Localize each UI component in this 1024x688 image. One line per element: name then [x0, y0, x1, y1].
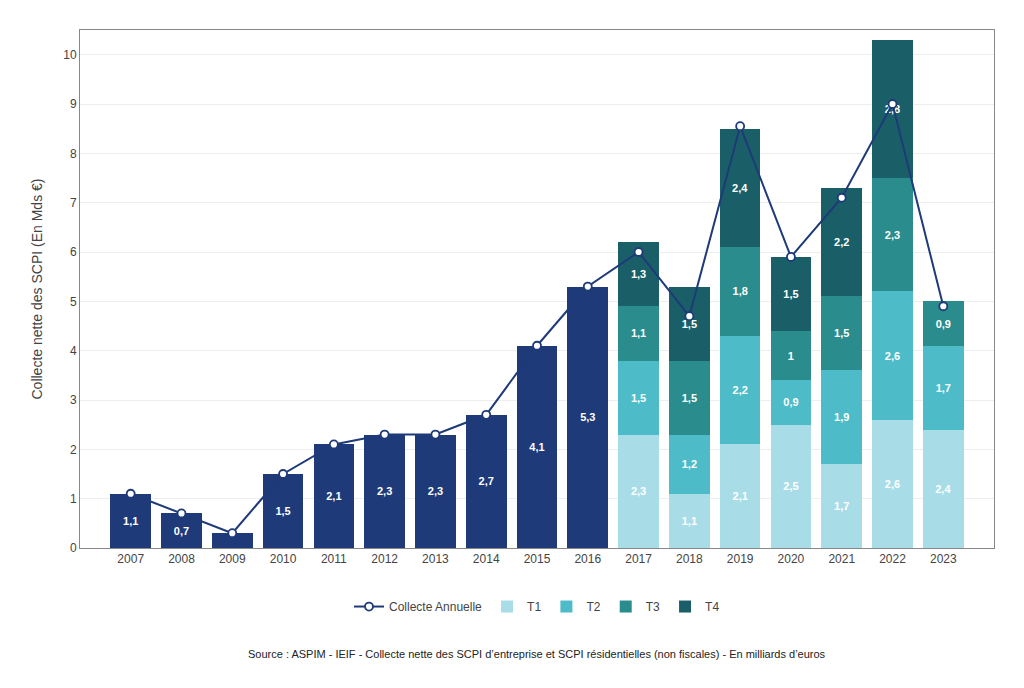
svg-text:1,3: 1,3	[631, 268, 646, 280]
svg-text:2013: 2013	[422, 552, 449, 566]
svg-text:0,9: 0,9	[783, 396, 798, 408]
svg-text:6: 6	[70, 245, 77, 259]
svg-text:4,1: 4,1	[529, 441, 544, 453]
svg-text:1: 1	[70, 492, 77, 506]
svg-text:2014: 2014	[473, 552, 500, 566]
svg-text:T1: T1	[527, 600, 541, 614]
svg-text:4: 4	[70, 344, 77, 358]
svg-text:1,2: 1,2	[682, 458, 697, 470]
svg-text:2012: 2012	[371, 552, 398, 566]
svg-text:2018: 2018	[676, 552, 703, 566]
svg-text:1: 1	[788, 350, 794, 362]
svg-text:2,1: 2,1	[733, 490, 748, 502]
svg-text:2020: 2020	[778, 552, 805, 566]
svg-text:2,5: 2,5	[783, 480, 798, 492]
svg-text:2,3: 2,3	[631, 485, 646, 497]
svg-text:9: 9	[70, 97, 77, 111]
svg-text:10: 10	[63, 48, 77, 62]
svg-text:2008: 2008	[168, 552, 195, 566]
svg-text:5: 5	[70, 295, 77, 309]
svg-text:Source : ASPIM - IEIF - Collec: Source : ASPIM - IEIF - Collecte nette d…	[248, 648, 826, 660]
svg-text:2009: 2009	[219, 552, 246, 566]
svg-text:2021: 2021	[828, 552, 855, 566]
svg-text:1,5: 1,5	[682, 318, 697, 330]
svg-text:1,8: 1,8	[733, 285, 748, 297]
svg-text:T2: T2	[586, 600, 600, 614]
svg-text:3: 3	[70, 393, 77, 407]
svg-text:1,5: 1,5	[834, 327, 849, 339]
svg-text:2011: 2011	[321, 552, 347, 566]
svg-text:2,2: 2,2	[834, 236, 849, 248]
svg-text:2,7: 2,7	[479, 475, 494, 487]
svg-text:1,5: 1,5	[631, 392, 646, 404]
svg-text:2,3: 2,3	[377, 485, 392, 497]
svg-text:2023: 2023	[930, 552, 957, 566]
svg-text:8: 8	[70, 147, 77, 161]
svg-text:2,3: 2,3	[428, 485, 443, 497]
svg-text:2,6: 2,6	[885, 350, 900, 362]
svg-text:7: 7	[70, 196, 77, 210]
svg-text:2,1: 2,1	[326, 490, 341, 502]
svg-text:Collecte Annuelle: Collecte Annuelle	[389, 600, 482, 614]
svg-text:2022: 2022	[879, 552, 906, 566]
svg-text:2017: 2017	[625, 552, 652, 566]
svg-text:5,3: 5,3	[580, 411, 595, 423]
svg-text:2015: 2015	[524, 552, 551, 566]
svg-text:1,9: 1,9	[834, 411, 849, 423]
svg-text:Collecte nette des SCPI (En Md: Collecte nette des SCPI (En Mds €)	[29, 179, 45, 400]
svg-text:0,7: 0,7	[174, 525, 189, 537]
svg-text:1,1: 1,1	[123, 515, 138, 527]
svg-text:2007: 2007	[117, 552, 144, 566]
svg-text:0: 0	[70, 541, 77, 555]
svg-text:1,7: 1,7	[834, 500, 849, 512]
svg-text:1,1: 1,1	[631, 327, 646, 339]
svg-text:2,4: 2,4	[935, 483, 951, 495]
svg-text:2,2: 2,2	[733, 384, 748, 396]
svg-text:1,5: 1,5	[783, 288, 798, 300]
svg-text:T4: T4	[705, 600, 719, 614]
svg-text:2,3: 2,3	[885, 229, 900, 241]
svg-text:2,4: 2,4	[732, 182, 748, 194]
svg-text:2,8: 2,8	[885, 103, 900, 115]
svg-text:2,6: 2,6	[885, 478, 900, 490]
svg-text:2: 2	[70, 443, 77, 457]
svg-text:2016: 2016	[574, 552, 601, 566]
svg-text:1,5: 1,5	[682, 392, 697, 404]
svg-text:1,1: 1,1	[682, 515, 697, 527]
svg-text:1,5: 1,5	[275, 505, 290, 517]
svg-text:1,7: 1,7	[936, 382, 951, 394]
svg-text:0,9: 0,9	[936, 318, 951, 330]
svg-text:T3: T3	[646, 600, 660, 614]
svg-text:2019: 2019	[727, 552, 754, 566]
svg-text:2010: 2010	[270, 552, 297, 566]
